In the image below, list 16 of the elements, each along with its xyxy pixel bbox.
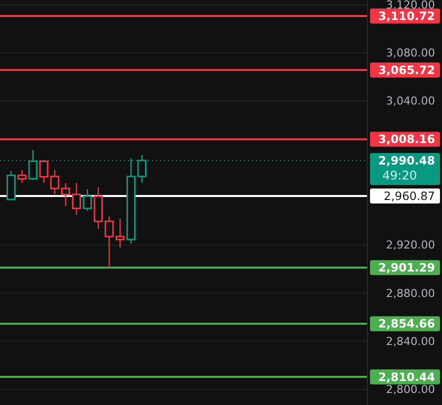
y-tick-label: 2,840.00: [386, 334, 435, 348]
ref-line-label: 3,008.16: [378, 132, 435, 146]
y-tick-label: 2,800.00: [386, 382, 435, 396]
y-tick-label: 3,080.00: [386, 46, 435, 60]
ref-line-label: 3,065.72: [378, 63, 435, 78]
y-tick-label: 2,880.00: [386, 286, 435, 300]
ref-line-label: 2,990.48: [378, 153, 435, 168]
ref-line-label: 2,960.87: [384, 189, 435, 204]
text: 49:20: [382, 168, 417, 182]
ref-line-label: 2,901.29: [378, 260, 435, 275]
y-tick-label: 3,120.00: [386, 0, 435, 12]
y-tick-label: 3,040.00: [386, 94, 435, 108]
ref-line-label: 2,810.44: [378, 370, 435, 384]
y-tick-label: 2,920.00: [386, 238, 435, 252]
ref-line-label: 3,110.72: [378, 8, 435, 23]
ref-line-label: 2,854.66: [378, 316, 435, 331]
